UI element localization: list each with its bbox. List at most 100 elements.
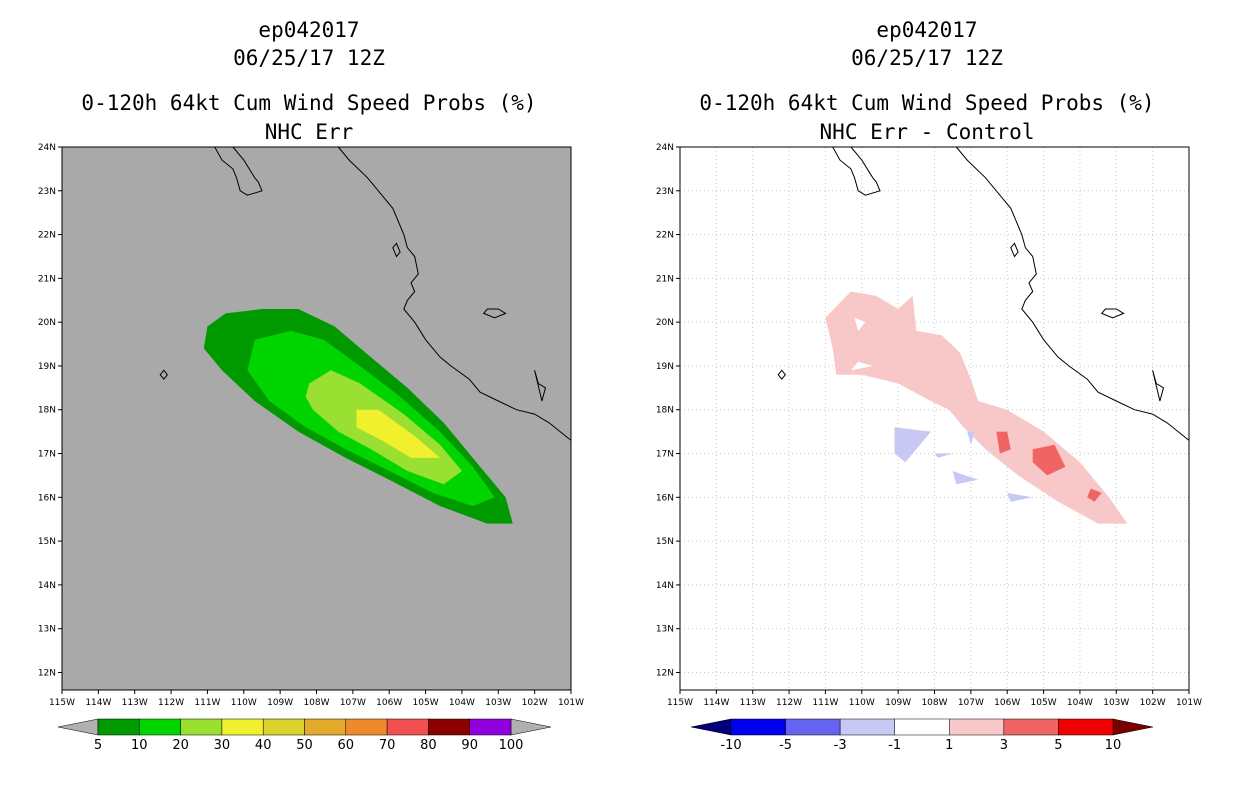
lat-tick-label: 16N: [38, 493, 56, 503]
lon-tick-label: 112W: [776, 698, 802, 708]
lat-tick-label: 19N: [656, 362, 674, 372]
lat-tick-label: 14N: [656, 581, 674, 591]
lat-tick-label: 14N: [38, 581, 56, 591]
colorbar-swatch: [428, 718, 470, 736]
product-title: 0-120h 64kt Cum Wind Speed Probs (%): [81, 91, 537, 115]
product-subtitle: NHC Err - Control: [819, 120, 1035, 144]
lon-tick-label: 107W: [958, 698, 984, 708]
lon-tick-label: 102W: [1140, 698, 1166, 708]
colorbar-label: 90: [461, 738, 478, 753]
lon-tick-label: 112W: [158, 698, 184, 708]
lon-tick-label: 105W: [1031, 698, 1057, 708]
lon-tick-label: 108W: [921, 698, 947, 708]
lat-tick-label: 17N: [38, 450, 56, 460]
colorbar-swatch: [345, 718, 388, 736]
storm-id: ep042017: [876, 18, 978, 42]
colorbar-swatch: [304, 718, 347, 736]
lat-tick-label: 22N: [656, 231, 674, 241]
colorbar-label: 60: [338, 738, 355, 753]
lon-tick-label: 114W: [703, 698, 729, 708]
lat-tick-label: 20N: [656, 318, 674, 328]
colorbar-label: 5: [94, 738, 102, 753]
lat-tick-label: 18N: [656, 406, 674, 416]
lon-tick-label: 115W: [49, 698, 75, 708]
lon-tick-label: 110W: [849, 698, 875, 708]
colorbar-label: -10: [720, 738, 741, 753]
colorbar-label: -3: [834, 738, 847, 753]
colorbar-swatch: [386, 718, 429, 736]
lat-tick-label: 17N: [656, 450, 674, 460]
lon-tick-label: 115W: [667, 698, 693, 708]
lon-tick-label: 104W: [449, 698, 475, 708]
lat-tick-label: 21N: [656, 274, 674, 284]
contour--1--3: [967, 431, 975, 445]
lat-tick-label: 22N: [38, 231, 56, 241]
lon-tick-label: 106W: [994, 698, 1020, 708]
lat-tick-label: 24N: [38, 143, 56, 153]
colorbar: 5 10 20 30 40 50 60 70 80 90 100: [57, 718, 552, 753]
lon-tick-label: 101W: [1176, 698, 1202, 708]
colorbar-swatch: [262, 718, 305, 736]
lat-tick-label: 24N: [656, 143, 674, 153]
contour-3-5: [1032, 444, 1066, 476]
storm-id: ep042017: [258, 18, 360, 42]
lon-tick-label: 113W: [740, 698, 766, 708]
lat-tick-label: 13N: [656, 625, 674, 635]
colorbar-high-arrow: [1112, 718, 1154, 736]
map-background: [680, 147, 1189, 690]
lon-tick-label: 104W: [1067, 698, 1093, 708]
lat-tick-label: 18N: [38, 406, 56, 416]
colorbar-label: 70: [379, 738, 396, 753]
lon-tick-label: 106W: [376, 698, 402, 708]
difference-map: 12N 13N 14N 15N 16N 17N 18N 19N 20N 21N 22N 23N 24N 1…: [656, 143, 1202, 753]
colorbar-label: -5: [779, 738, 792, 753]
coastline: [777, 146, 1190, 441]
lon-tick-label: 111W: [194, 698, 220, 708]
lat-tick-label: 15N: [38, 537, 56, 547]
lat-tick-label: 21N: [38, 274, 56, 284]
probability-map: 12N 13N 14N 15N 16N 17N 18N 19N 20N 21N 22N 23N 24N 1…: [38, 143, 584, 753]
colorbar-label: 10: [131, 738, 148, 753]
colorbar-low-arrow: [57, 718, 99, 736]
colorbar-label: 5: [1054, 738, 1062, 753]
colorbar-label: 80: [420, 738, 437, 753]
product-title: 0-120h 64kt Cum Wind Speed Probs (%): [699, 91, 1155, 115]
colorbar-swatch: [1058, 718, 1114, 736]
contour-3-5: [1087, 488, 1102, 502]
lat-tick-label: 16N: [656, 493, 674, 503]
lat-tick-label: 20N: [38, 318, 56, 328]
colorbar-swatch: [730, 718, 786, 736]
lon-tick-label: 110W: [231, 698, 257, 708]
colorbar-label: 20: [172, 738, 189, 753]
contour--1--3: [894, 427, 931, 463]
lon-tick-label: 102W: [522, 698, 548, 708]
lon-tick-label: 103W: [1103, 698, 1129, 708]
contour--1--3: [952, 471, 979, 485]
contour--1--3: [934, 453, 953, 458]
contour-hole: [854, 317, 866, 331]
forecast-date: 06/25/17 12Z: [851, 46, 1003, 70]
colorbar-swatch: [469, 718, 512, 736]
colorbar-label: 50: [296, 738, 313, 753]
product-subtitle: NHC Err: [264, 120, 354, 144]
lon-tick-label: 109W: [885, 698, 911, 708]
colorbar: -10 -5 -3 -1 1 3 5 10: [690, 718, 1154, 753]
colorbar-high-arrow: [510, 718, 552, 736]
lat-tick-label: 15N: [656, 537, 674, 547]
colorbar-swatch: [839, 718, 895, 736]
forecast-date: 06/25/17 12Z: [233, 46, 385, 70]
lat-tick-label: 12N: [38, 668, 56, 678]
colorbar-swatch: [97, 718, 140, 736]
lon-tick-label: 101W: [558, 698, 584, 708]
colorbar-label: 40: [255, 738, 272, 753]
colorbar-swatch: [139, 718, 181, 736]
colorbar-swatch: [180, 718, 223, 736]
lon-tick-label: 107W: [340, 698, 366, 708]
lat-tick-label: 19N: [38, 362, 56, 372]
lon-tick-label: 105W: [413, 698, 439, 708]
colorbar-label: 30: [214, 738, 231, 753]
contour--1--3: [1007, 492, 1033, 502]
lat-tick-label: 13N: [38, 625, 56, 635]
lat-tick-label: 23N: [656, 187, 674, 197]
lat-tick-label: 23N: [38, 187, 56, 197]
